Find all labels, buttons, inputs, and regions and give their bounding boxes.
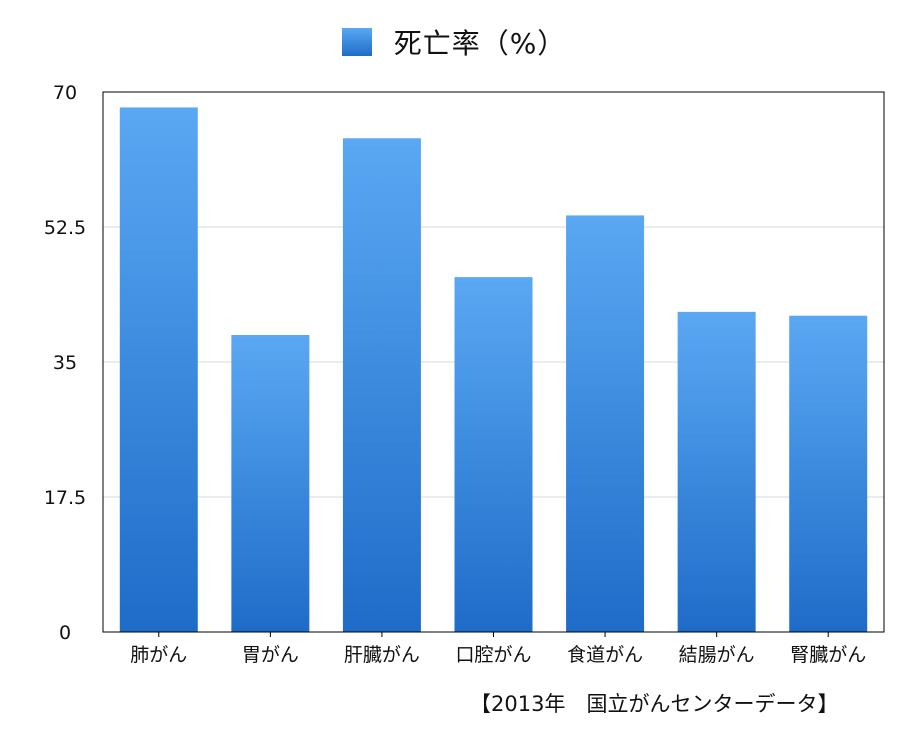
bar bbox=[342, 138, 421, 633]
x-tick-label: 口腔がん bbox=[455, 644, 531, 666]
y-tick-label: 70 bbox=[53, 82, 77, 104]
bars bbox=[119, 107, 868, 633]
legend: 死亡率（%） bbox=[0, 22, 908, 62]
bar bbox=[566, 215, 645, 632]
bar bbox=[454, 277, 533, 632]
bar bbox=[231, 335, 310, 632]
bar bbox=[119, 107, 198, 632]
x-axis-ticks: 肺がん 胃がん 肝臓がん 口腔がん 食道がん 結腸がん 腎臓がん bbox=[130, 632, 866, 666]
legend-label: 死亡率（%） bbox=[393, 27, 567, 60]
x-tick-label: 肺がん bbox=[130, 644, 187, 666]
x-tick-label: 結腸がん bbox=[679, 644, 755, 666]
plot-frame bbox=[102, 91, 885, 633]
x-tick-label: 食道がん bbox=[567, 644, 643, 666]
bar bbox=[677, 311, 756, 632]
x-tick-label: 腎臓がん bbox=[790, 644, 866, 666]
source-note: 【2013年 国立がんセンターデータ】 bbox=[470, 692, 839, 716]
y-axis-ticks: 0 17.5 35 52.5 70 bbox=[44, 82, 86, 644]
y-tick-label: 52.5 bbox=[44, 217, 86, 239]
y-tick-label: 17.5 bbox=[44, 487, 86, 509]
x-tick-label: 胃がん bbox=[242, 644, 299, 666]
bar bbox=[789, 315, 868, 632]
y-tick-label: 0 bbox=[59, 622, 71, 644]
y-tick-label: 35 bbox=[53, 352, 77, 374]
legend-swatch bbox=[341, 28, 372, 56]
x-tick-label: 肝臓がん bbox=[344, 644, 420, 666]
